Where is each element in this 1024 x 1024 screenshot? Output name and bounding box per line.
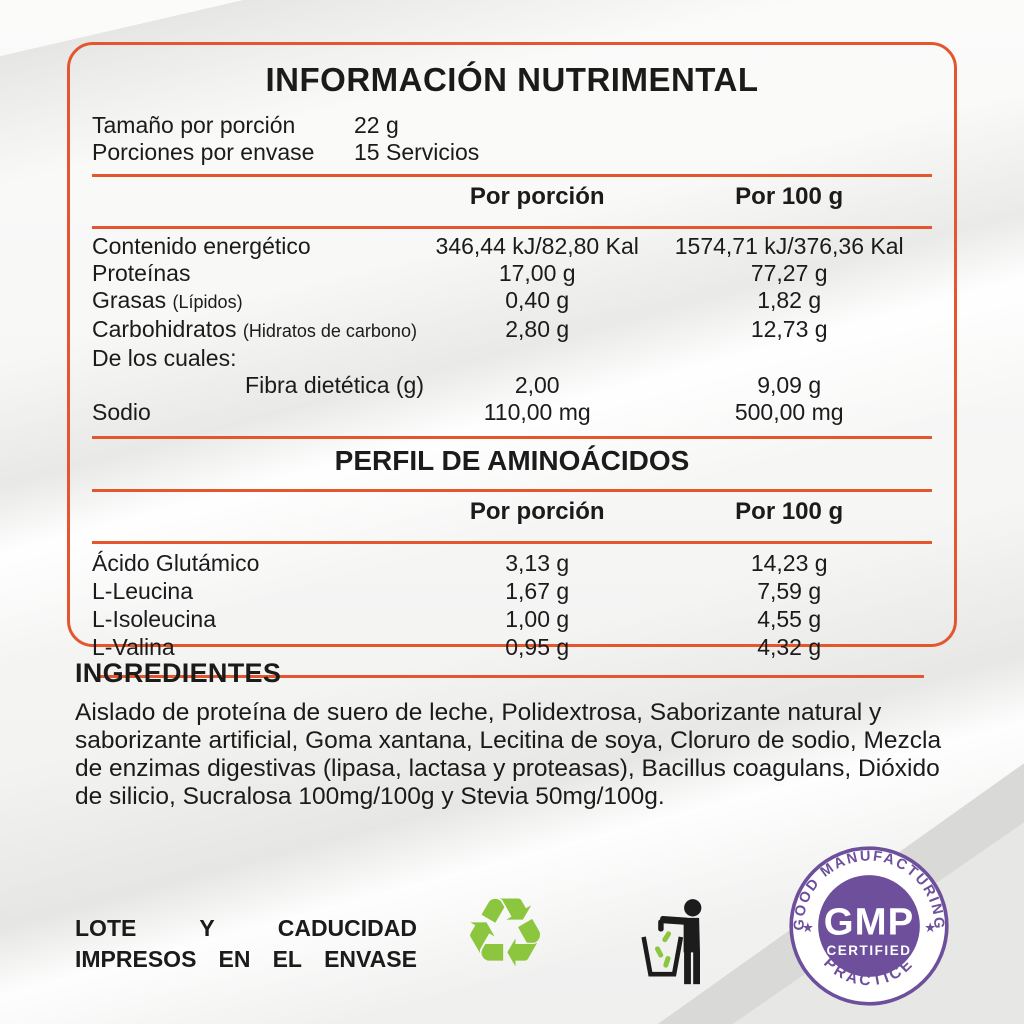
amino-label: L-Valina <box>92 634 175 660</box>
amino-value-100g: 4,32 g <box>757 634 822 660</box>
amino-value-porcion: 3,13 g <box>505 550 570 576</box>
tidy-man-icon <box>641 899 702 985</box>
table-row: Ácido Glutámico 3,13 g 14,23 g <box>92 549 932 577</box>
lote-word: Y <box>199 915 215 941</box>
table-row: Fibra dietética (g) 2,00 9,09 g <box>92 372 932 399</box>
divider <box>92 226 932 229</box>
lote-word: IMPRESOS <box>75 946 197 972</box>
serving-size-row: Tamaño por porción 22 g <box>92 112 932 139</box>
nutrient-value-100g: 77,27 g <box>750 260 828 286</box>
lote-word: EN <box>218 946 251 972</box>
nutrient-label: Fibra dietética (g) <box>245 372 424 398</box>
amino-value-100g: 7,59 g <box>757 578 822 604</box>
nutrient-label: Contenido energético <box>92 233 311 259</box>
nutrient-value-porcion: 110,00 mg <box>483 399 591 425</box>
lote-line-1: LOTE Y CADUCIDAD <box>75 913 417 944</box>
gmp-certified-badge: GOOD MANUFACTURING PRACTICE ★ ★ GMP CERT… <box>789 846 949 1006</box>
nutrient-value-porcion: 2,00 <box>514 372 560 398</box>
table-row: Contenido energético 346,44 kJ/82,80 Kal… <box>92 233 932 260</box>
table-row: Grasas (Lípidos) 0,40 g 1,82 g <box>92 287 932 316</box>
amino-label: Ácido Glutámico <box>92 550 260 576</box>
divider <box>92 436 932 439</box>
nutrient-value-100g: 12,73 g <box>750 316 828 342</box>
divider <box>100 675 924 678</box>
nutrient-value-porcion: 346,44 kJ/82,80 Kal <box>435 233 639 259</box>
col-header-por-100g: Por 100 g <box>735 498 844 525</box>
nutrient-sublabel: (Lípidos) <box>172 292 243 312</box>
nutrient-label-main: Carbohidratos <box>92 316 237 342</box>
table-row: Sodio 110,00 mg 500,00 mg <box>92 399 932 426</box>
nutrient-label-main: Grasas <box>92 287 167 313</box>
amino-value-porcion: 1,00 g <box>505 606 570 632</box>
col-header-por-porcion: Por porción <box>469 183 605 210</box>
col-header-por-porcion: Por porción <box>469 498 605 525</box>
badge-inner-disc <box>818 875 920 977</box>
ingredients-text: Aislado de proteína de suero de leche, P… <box>75 699 942 810</box>
amino-value-100g: 14,23 g <box>750 550 828 576</box>
lote-word: CADUCIDAD <box>277 915 417 941</box>
amino-value-100g: 4,55 g <box>757 606 822 632</box>
column-header-row: Por porción Por 100 g <box>92 492 932 533</box>
ingredients-title: INGREDIENTES <box>75 658 282 688</box>
table-row: L-Leucina 1,67 g 7,59 g <box>92 577 932 605</box>
divider <box>92 174 932 177</box>
servings-per-container-label: Porciones por envase <box>92 139 315 165</box>
nutrient-value-100g: 1,82 g <box>757 287 822 313</box>
nutrient-label: Sodio <box>92 399 151 425</box>
nutrient-label: De los cuales: <box>92 345 237 371</box>
nutrient-value-100g: 9,09 g <box>757 372 822 398</box>
badge-star-left-icon: ★ <box>802 920 814 935</box>
table-row: De los cuales: <box>92 345 932 372</box>
table-row: L-Isoleucina 1,00 g 4,55 g <box>92 605 932 633</box>
ingredients-section: INGREDIENTES Aislado de proteína de suer… <box>75 658 960 811</box>
nutrient-label: Proteínas <box>92 260 191 286</box>
divider <box>92 489 932 492</box>
badge-center-text: GMP <box>824 900 915 943</box>
nutrient-value-100g <box>646 345 932 372</box>
badge-star-right-icon: ★ <box>924 920 936 935</box>
nutrition-panel: INFORMACIÓN NUTRIMENTAL Tamaño por porci… <box>67 42 957 678</box>
nutrient-label: Grasas (Lípidos) <box>92 287 428 316</box>
spacer <box>92 183 428 211</box>
lote-line-2: IMPRESOS EN EL ENVASE <box>75 944 417 975</box>
lote-word: EL <box>272 946 302 972</box>
nutrient-table: Contenido energético 346,44 kJ/82,80 Kal… <box>92 229 932 428</box>
amino-section-title: PERFIL DE AMINOÁCIDOS <box>334 445 690 476</box>
spacer <box>92 498 428 526</box>
amino-value-porcion: 1,67 g <box>505 578 570 604</box>
nutrient-sublabel: (Hidratos de carbono) <box>242 321 417 341</box>
serving-size-label: Tamaño por porción <box>92 112 296 138</box>
column-header-row: Por porción Por 100 g <box>92 177 932 218</box>
servings-per-container-row: Porciones por envase 15 Servicios <box>92 139 932 166</box>
serving-info: Tamaño por porción 22 g Porciones por en… <box>92 112 932 166</box>
lote-word: LOTE <box>75 915 137 941</box>
table-row: Carbohidratos (Hidratos de carbono) 2,80… <box>92 316 932 345</box>
amino-label: L-Leucina <box>92 578 194 604</box>
serving-size-value: 22 g <box>354 112 399 138</box>
nutrient-label: Carbohidratos (Hidratos de carbono) <box>92 316 428 345</box>
panel-title: INFORMACIÓN NUTRIMENTAL <box>265 61 759 98</box>
nutrient-value-100g: 500,00 mg <box>734 399 844 425</box>
lote-caducidad-note: LOTE Y CADUCIDAD IMPRESOS EN EL ENVASE <box>75 913 417 975</box>
recycle-icon: ♻ <box>462 880 549 987</box>
table-row: Proteínas 17,00 g 77,27 g <box>92 260 932 287</box>
nutrient-value-porcion <box>428 345 646 372</box>
nutrient-value-porcion: 17,00 g <box>498 260 576 286</box>
servings-per-container-value: 15 Servicios <box>354 139 480 165</box>
nutrient-value-porcion: 2,80 g <box>505 316 570 342</box>
amino-value-porcion: 0,95 g <box>505 634 570 660</box>
nutrient-value-100g: 1574,71 kJ/376,36 Kal <box>674 233 904 259</box>
amino-table: Ácido Glutámico 3,13 g 14,23 g L-Leucina… <box>92 544 932 665</box>
amino-label: L-Isoleucina <box>92 606 217 632</box>
lote-word: ENVASE <box>324 946 417 972</box>
col-header-por-100g: Por 100 g <box>735 183 844 210</box>
nutrient-value-porcion: 0,40 g <box>505 287 570 313</box>
divider <box>92 541 932 544</box>
table-row: L-Valina 0,95 g 4,32 g <box>92 633 932 661</box>
badge-sub-text: CERTIFIED <box>826 943 911 958</box>
